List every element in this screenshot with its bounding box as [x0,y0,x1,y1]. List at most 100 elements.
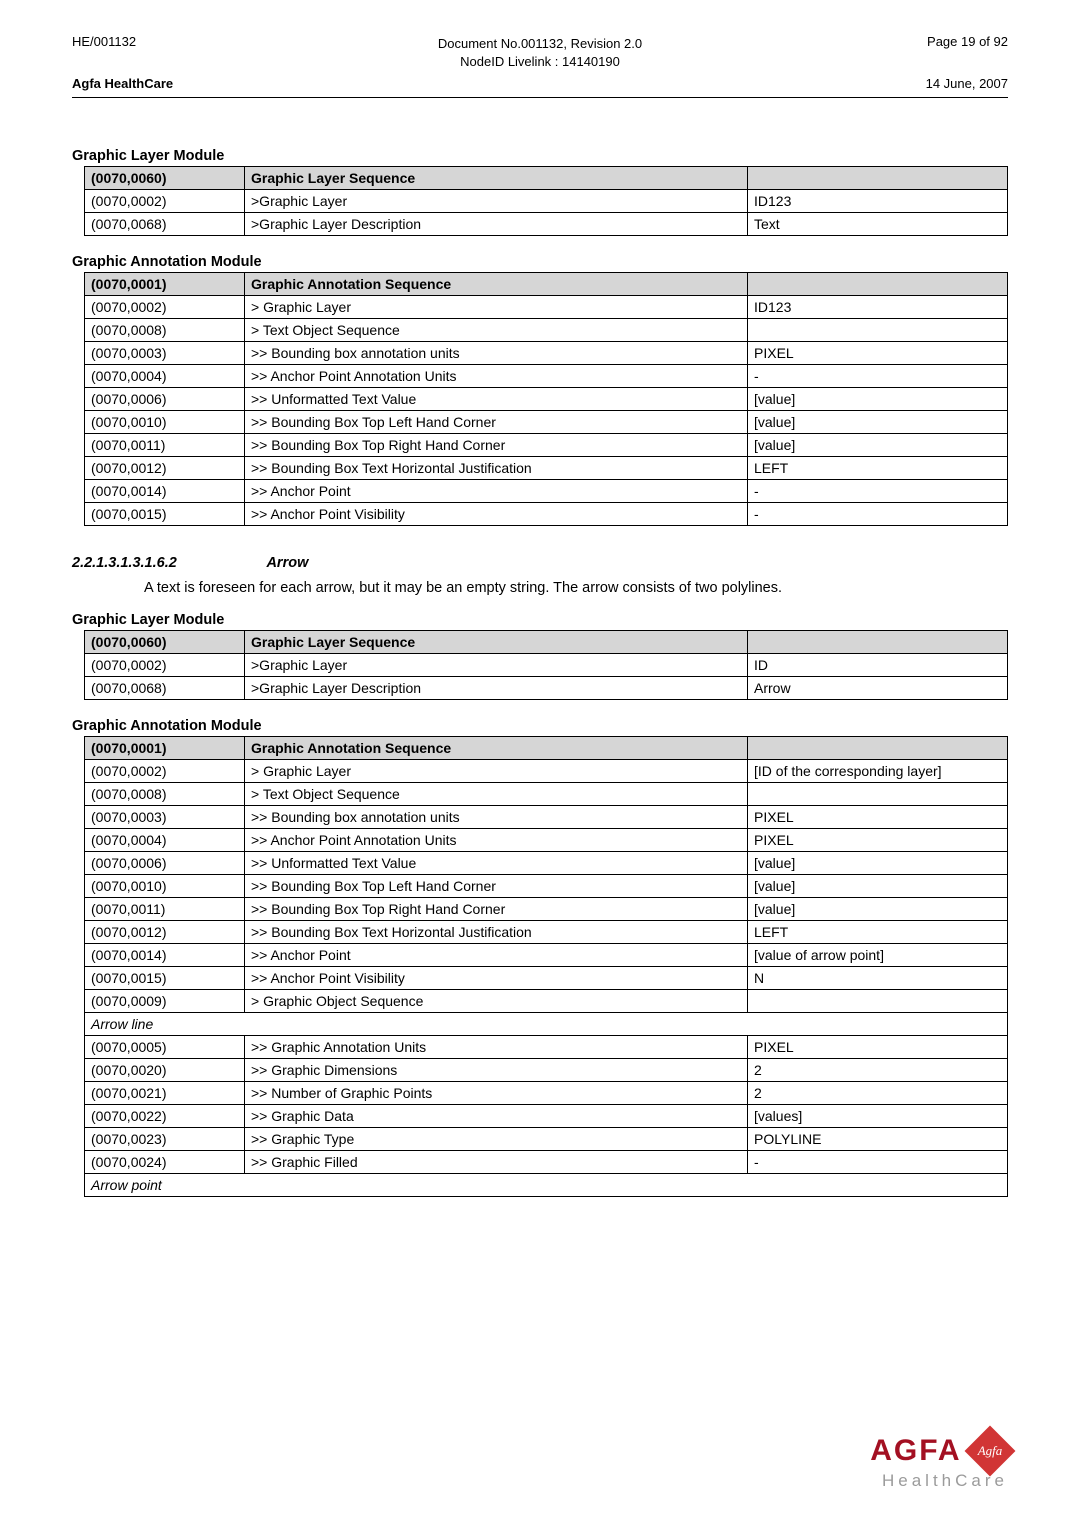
table-row: (0070,0010)>> Bounding Box Top Left Hand… [85,411,1008,434]
table-subheader-row: Arrow line [85,1013,1008,1036]
agfa-rhombus-icon: Agfa [965,1426,1016,1477]
subsection-body-text: A text is foreseen for each arrow, but i… [144,580,1008,596]
doc-code: HE/001132 [72,34,136,49]
table-row: (0070,0011)>> Bounding Box Top Right Han… [85,434,1008,457]
hdr-empty [748,273,1008,296]
cell: (0070,0014) [85,944,245,967]
cell: >> Bounding box annotation units [245,342,748,365]
table-row: (0070,0015)>> Anchor Point VisibilityN [85,967,1008,990]
cell: (0070,0003) [85,342,245,365]
cell: (0070,0002) [85,296,245,319]
page-info: Page 19 of 92 [927,34,1008,49]
table-row: (0070,0014)>> Anchor Point- [85,480,1008,503]
table-row: (0070,0009)> Graphic Object Sequence [85,990,1008,1013]
cell: >> Unformatted Text Value [245,852,748,875]
cell: LEFT [748,457,1008,480]
table-row: (0070,0005)>> Graphic Annotation UnitsPI… [85,1036,1008,1059]
table-row: (0070,0002)>Graphic LayerID [85,654,1008,677]
cell: [value] [748,434,1008,457]
rhombus-text: Agfa [978,1443,1003,1459]
doc-number: Document No.001132, Revision 2.0 [72,35,1008,53]
cell [748,990,1008,1013]
cell: Arrow [748,677,1008,700]
sub-label: Arrow line [85,1013,1008,1036]
cell: PIXEL [748,1036,1008,1059]
hdr-tag: (0070,0060) [85,167,245,190]
cell: PIXEL [748,806,1008,829]
cell: >> Graphic Dimensions [245,1059,748,1082]
cell: [value] [748,875,1008,898]
cell: - [748,1151,1008,1174]
table-row: (0070,0008)> Text Object Sequence [85,783,1008,806]
cell: (0070,0003) [85,806,245,829]
cell: [values] [748,1105,1008,1128]
cell: >> Graphic Filled [245,1151,748,1174]
cell: >Graphic Layer Description [245,677,748,700]
cell: (0070,0004) [85,365,245,388]
cell: - [748,480,1008,503]
hdr-name: Graphic Layer Sequence [245,631,748,654]
hdr-empty [748,631,1008,654]
cell: (0070,0005) [85,1036,245,1059]
hdr-name: Graphic Annotation Sequence [245,737,748,760]
subsection-heading: 2.2.1.3.1.3.1.6.2 Arrow [72,554,1008,572]
header-center: Document No.001132, Revision 2.0 NodeID … [72,35,1008,70]
cell: (0070,0008) [85,319,245,342]
node-id: NodeID Livelink : 14140190 [72,53,1008,71]
cell: [value] [748,411,1008,434]
cell: ID123 [748,190,1008,213]
hdr-tag: (0070,0060) [85,631,245,654]
cell: [value] [748,852,1008,875]
table-header-row: (0070,0060) Graphic Layer Sequence [85,631,1008,654]
cell: >> Bounding box annotation units [245,806,748,829]
table-row: (0070,0004)>> Anchor Point Annotation Un… [85,365,1008,388]
table-graphic-layer-2: (0070,0060) Graphic Layer Sequence (0070… [84,630,1008,700]
cell: > Graphic Object Sequence [245,990,748,1013]
cell: (0070,0024) [85,1151,245,1174]
table-row: (0070,0014)>> Anchor Point[value of arro… [85,944,1008,967]
cell: (0070,0068) [85,677,245,700]
cell: >> Anchor Point Annotation Units [245,829,748,852]
table-row: (0070,0006)>> Unformatted Text Value[val… [85,852,1008,875]
table-subheader-row: Arrow point [85,1174,1008,1197]
cell: (0070,0009) [85,990,245,1013]
cell: (0070,0012) [85,457,245,480]
table-graphic-layer-1: (0070,0060) Graphic Layer Sequence (0070… [84,166,1008,236]
cell: 2 [748,1059,1008,1082]
cell: >> Graphic Data [245,1105,748,1128]
cell: PIXEL [748,829,1008,852]
table-graphic-annotation-1: (0070,0001) Graphic Annotation Sequence … [84,272,1008,526]
cell: Text [748,213,1008,236]
cell: - [748,365,1008,388]
cell: (0070,0002) [85,654,245,677]
cell: > Graphic Layer [245,296,748,319]
cell: >> Bounding Box Top Left Hand Corner [245,875,748,898]
cell: (0070,0012) [85,921,245,944]
cell: (0070,0020) [85,1059,245,1082]
cell: (0070,0015) [85,503,245,526]
cell: [value] [748,898,1008,921]
cell: >> Graphic Annotation Units [245,1036,748,1059]
cell: >> Anchor Point Visibility [245,967,748,990]
cell: > Graphic Layer [245,760,748,783]
table-row: (0070,0010)>> Bounding Box Top Left Hand… [85,875,1008,898]
hdr-empty [748,737,1008,760]
hdr-tag: (0070,0001) [85,273,245,296]
cell: >> Unformatted Text Value [245,388,748,411]
table-row: (0070,0023)>> Graphic TypePOLYLINE [85,1128,1008,1151]
table-row: (0070,0022)>> Graphic Data[values] [85,1105,1008,1128]
table-row: (0070,0006)>> Unformatted Text Value[val… [85,388,1008,411]
table-row: (0070,0020)>> Graphic Dimensions2 [85,1059,1008,1082]
section-title-t2: Graphic Annotation Module [72,254,1008,270]
cell: >Graphic Layer [245,190,748,213]
table-row: (0070,0021)>> Number of Graphic Points2 [85,1082,1008,1105]
cell: POLYLINE [748,1128,1008,1151]
table-row: (0070,0008)> Text Object Sequence [85,319,1008,342]
cell [748,783,1008,806]
table-row: (0070,0024)>> Graphic Filled- [85,1151,1008,1174]
cell: >> Bounding Box Top Left Hand Corner [245,411,748,434]
cell: >> Anchor Point [245,480,748,503]
table-row: (0070,0002)> Graphic Layer[ID of the cor… [85,760,1008,783]
cell: (0070,0010) [85,411,245,434]
cell: >Graphic Layer Description [245,213,748,236]
